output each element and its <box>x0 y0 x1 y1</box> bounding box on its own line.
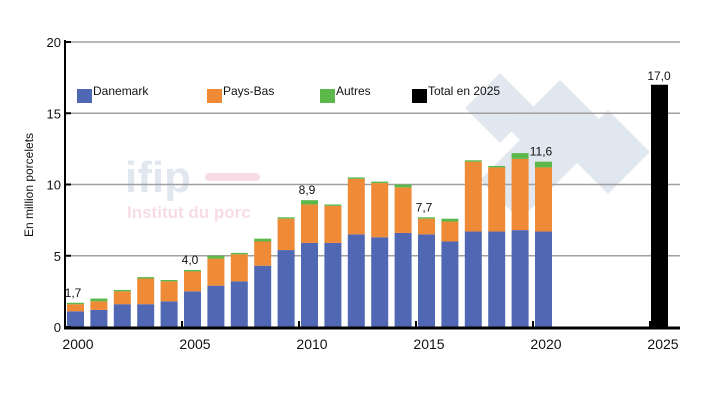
bar-pays-bas-2002 <box>113 291 131 305</box>
bar-pays-bas-2010 <box>301 204 318 243</box>
bar-danemark-2009 <box>277 250 295 327</box>
data-label: 7,7 <box>416 200 433 214</box>
legend-label: Autres <box>336 84 371 98</box>
legend-swatch-pays-bas <box>207 89 222 103</box>
bar-autres-2012 <box>347 177 365 179</box>
bar-autres-2015 <box>418 217 435 219</box>
x-tick-label: 2025 <box>647 336 678 352</box>
bar-autres-2005 <box>184 270 201 272</box>
bar-pays-bas-2007 <box>230 254 248 282</box>
bar-pays-bas-2001 <box>90 301 108 310</box>
bar-danemark-2001 <box>90 309 108 327</box>
bar-danemark-2010 <box>301 242 318 327</box>
bar-autres-2014 <box>394 184 412 188</box>
bar-autres-2004 <box>160 279 178 282</box>
bar-danemark-2007 <box>230 281 248 327</box>
bar-pays-bas-2003 <box>137 278 155 305</box>
bar-danemark-2005 <box>184 291 201 327</box>
legend-label: Pays-Bas <box>223 84 274 98</box>
bar-pays-bas-2009 <box>277 218 295 251</box>
bar-pays-bas-2016 <box>441 221 459 242</box>
bar-pays-bas-2005 <box>184 271 201 292</box>
bar-danemark-2006 <box>207 285 225 327</box>
bar-autres-2009 <box>277 217 295 219</box>
bar-danemark-2002 <box>113 304 131 327</box>
bar-autres-2003 <box>137 277 155 279</box>
bar-pays-bas-2020 <box>535 167 552 232</box>
bar-danemark-2018 <box>488 231 506 327</box>
x-tick-label: 2000 <box>62 336 93 352</box>
bar-autres-2007 <box>230 252 248 255</box>
bar-pays-bas-2018 <box>488 167 506 232</box>
y-tick-label: 5 <box>54 249 61 264</box>
y-tick-label: 10 <box>47 178 61 193</box>
bar-danemark-2000 <box>67 311 84 327</box>
watermark-bar <box>205 173 260 181</box>
y-axis-label: En million porcelets <box>22 133 36 237</box>
legend-swatch-total-en-2025 <box>412 89 427 103</box>
bar-pays-bas-2013 <box>371 183 389 238</box>
bar-autres-2000 <box>67 302 84 305</box>
bar-autres-2016 <box>441 218 459 222</box>
watermark-subtext: Institut du porc <box>127 203 251 222</box>
bar-danemark-2008 <box>254 265 272 327</box>
x-tick-label: 2020 <box>530 336 561 352</box>
bar-danemark-2013 <box>371 237 389 327</box>
bar-pays-bas-2014 <box>394 187 412 233</box>
legend-label: Total en 2025 <box>428 84 500 98</box>
legend-swatch-autres <box>320 89 335 103</box>
y-tick-label: 15 <box>47 106 61 121</box>
bar-danemark-2019 <box>511 230 529 327</box>
x-tick-label: 2010 <box>296 336 327 352</box>
data-label: 8,9 <box>299 183 316 197</box>
bar-autres-2019 <box>511 153 529 159</box>
bar-pays-bas-2011 <box>324 205 342 243</box>
bar-danemark-2020 <box>535 231 552 327</box>
bar-pays-bas-2015 <box>418 218 435 235</box>
legend-swatch-danemark <box>77 89 92 103</box>
bar-autres-2011 <box>324 204 342 206</box>
x-tick-label: 2015 <box>413 336 444 352</box>
bar-pays-bas-2019 <box>511 158 529 231</box>
bar-danemark-2015 <box>418 234 435 327</box>
bar-autres-2010 <box>301 200 318 205</box>
bar-pays-bas-2006 <box>207 258 225 286</box>
bar-autres-2002 <box>113 289 131 292</box>
x-tick-label: 2005 <box>179 336 210 352</box>
bar-danemark-2016 <box>441 241 459 327</box>
bar-total-2025 <box>651 84 668 327</box>
bar-autres-2008 <box>254 238 272 242</box>
bar-danemark-2003 <box>137 304 155 327</box>
bar-danemark-2012 <box>347 234 365 327</box>
bar-pays-bas-2008 <box>254 241 272 266</box>
y-tick-label: 0 <box>54 320 61 335</box>
data-label: 1,7 <box>65 286 82 300</box>
y-tick-label: 20 <box>47 35 61 50</box>
data-label: 4,0 <box>182 253 199 267</box>
bar-pays-bas-2017 <box>464 161 482 232</box>
watermark-logo: ifip <box>125 153 191 202</box>
bar-pays-bas-2004 <box>160 281 178 302</box>
data-label: 11,6 <box>530 145 553 159</box>
bar-autres-2018 <box>488 165 506 168</box>
bar-autres-2017 <box>464 160 482 162</box>
bar-pays-bas-2000 <box>67 304 84 312</box>
bar-autres-2020 <box>535 161 552 168</box>
bar-autres-2001 <box>90 298 108 302</box>
bar-danemark-2004 <box>160 301 178 327</box>
bar-danemark-2011 <box>324 242 342 327</box>
bar-autres-2013 <box>371 181 389 184</box>
data-label-2025: 17,0 <box>647 69 671 83</box>
bar-danemark-2017 <box>464 231 482 327</box>
bar-danemark-2014 <box>394 232 412 327</box>
bar-autres-2006 <box>207 255 225 259</box>
legend-label: Danemark <box>93 84 149 98</box>
bar-pays-bas-2012 <box>347 178 365 235</box>
